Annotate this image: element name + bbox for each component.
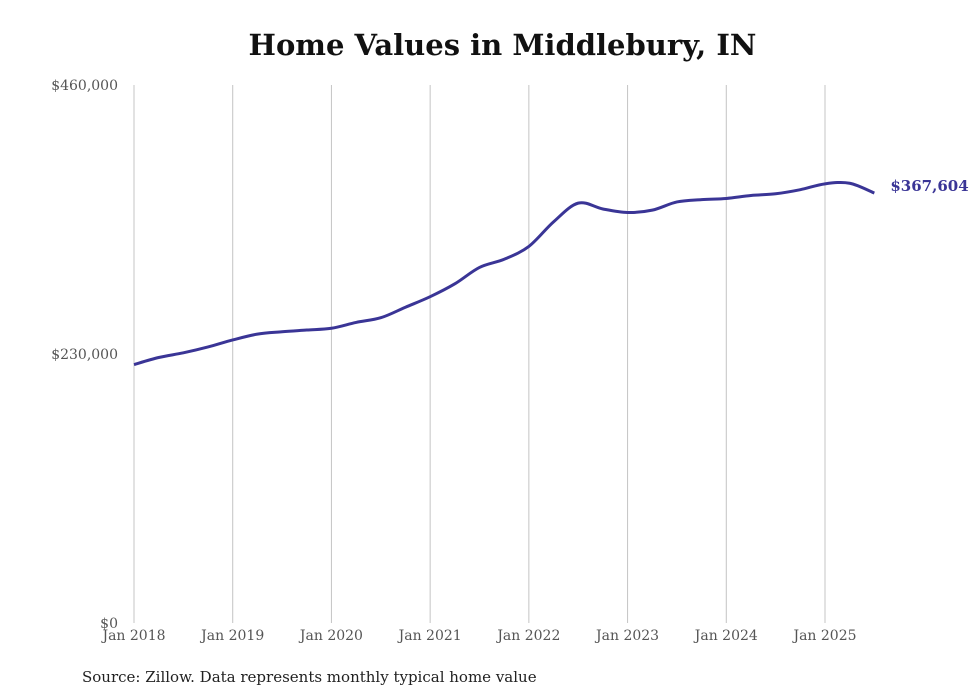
x-tick-label: Jan 2025	[791, 628, 856, 644]
x-tick-label: Jan 2019	[199, 628, 264, 644]
series-line-home-value	[133, 180, 875, 366]
y-tick-label: $0	[100, 616, 118, 632]
end-value-label: $367,604	[890, 177, 968, 195]
chart-title: Home Values in Middlebury, IN	[248, 28, 757, 62]
x-tick-label: Jan 2021	[397, 628, 462, 644]
y-tick-label: $460,000	[51, 78, 118, 94]
x-axis-ticks: Jan 2018 Jan 2019 Jan 2020 Jan 2021 Jan 2022…	[100, 628, 856, 644]
y-axis-ticks: $0 $230,000 $460,000	[51, 78, 118, 632]
x-tick-label: Jan 2023	[594, 628, 659, 644]
y-tick-label: $230,000	[51, 347, 118, 363]
x-tick-label: Jan 2022	[495, 628, 560, 644]
x-tick-label: Jan 2024	[693, 628, 758, 644]
gridlines	[133, 85, 826, 623]
x-tick-label: Jan 2018	[100, 628, 165, 644]
source-note: Source: Zillow. Data represents monthly …	[82, 668, 537, 686]
x-tick-label: Jan 2020	[298, 628, 363, 644]
